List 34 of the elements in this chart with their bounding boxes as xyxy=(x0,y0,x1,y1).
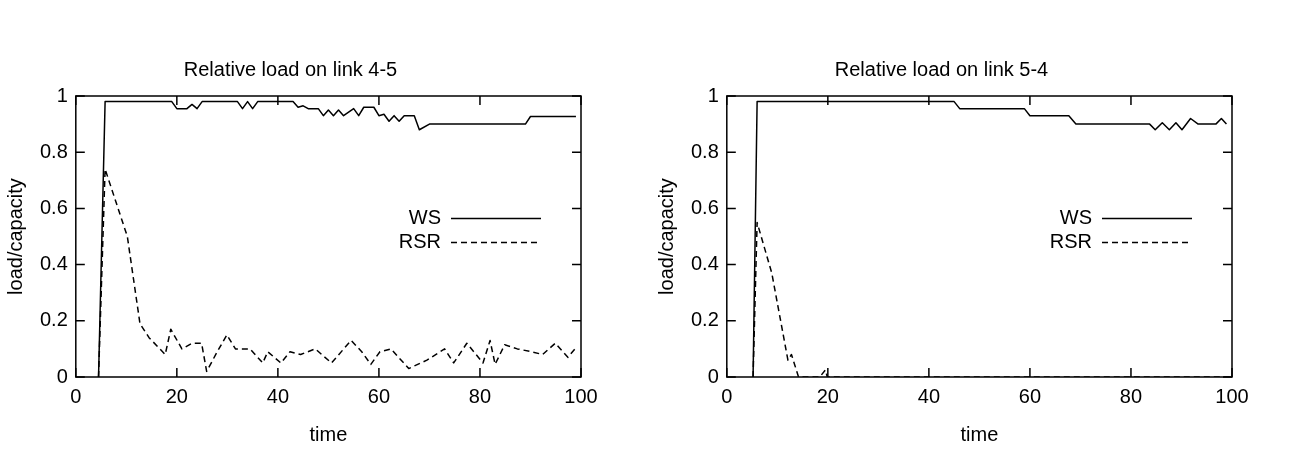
legend-label: WS xyxy=(408,206,441,229)
y-tick-label: 1 xyxy=(56,83,68,106)
y-tick-label: 0.4 xyxy=(690,252,719,275)
y-tick-label: 0 xyxy=(56,364,68,387)
y-tick-label: 0.2 xyxy=(690,308,719,331)
x-axis-title: time xyxy=(960,422,999,445)
y-tick-label: 0.8 xyxy=(39,139,68,162)
legend-label: RSR xyxy=(1049,230,1092,253)
x-tick-label: 60 xyxy=(367,384,391,407)
x-tick-label: 20 xyxy=(816,384,839,407)
x-tick-label: 100 xyxy=(564,384,598,407)
y-tick-label: 0.6 xyxy=(39,195,68,218)
x-tick-label: 100 xyxy=(1215,384,1249,407)
y-tick-label: 0 xyxy=(707,364,719,387)
x-tick-label: 80 xyxy=(468,384,492,407)
y-axis-title: load/capacity xyxy=(3,178,26,295)
y-tick-label: 0.2 xyxy=(39,308,68,331)
x-tick-label: 0 xyxy=(721,384,733,407)
legend-label: RSR xyxy=(398,230,441,253)
chart-title: Relative load on link 4-5 xyxy=(183,57,398,80)
y-tick-label: 0.8 xyxy=(690,139,719,162)
x-tick-label: 40 xyxy=(917,384,941,407)
x-tick-label: 40 xyxy=(266,384,290,407)
x-tick-label: 0 xyxy=(70,384,82,407)
y-tick-label: 0.4 xyxy=(39,252,68,275)
y-tick-label: 0.6 xyxy=(690,195,719,218)
x-tick-label: 80 xyxy=(1119,384,1143,407)
x-axis-title: time xyxy=(309,422,348,445)
legend-label: WS xyxy=(1059,206,1092,229)
x-tick-label: 60 xyxy=(1018,384,1042,407)
y-tick-label: 1 xyxy=(707,83,719,106)
chart-title: Relative load on link 5-4 xyxy=(834,57,1049,80)
x-tick-label: 20 xyxy=(165,384,188,407)
y-axis-title: load/capacity xyxy=(654,178,677,295)
